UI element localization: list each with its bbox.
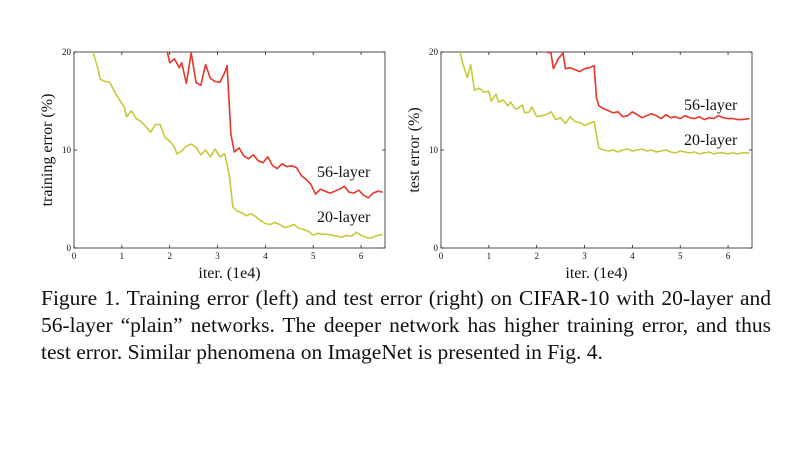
right-chart: 0 1 2 3 4 5 6 0 10 20 iter. (1e4) test error (%) 56-… xyxy=(406,47,753,282)
right-x-tick-label: 2 xyxy=(534,251,539,261)
right-series-56-layer-label: 56-layer xyxy=(684,97,738,114)
right-series-20-layer-line xyxy=(459,52,750,155)
left-series-20-layer-label: 20-layer xyxy=(317,209,371,226)
left-y-tick-label: 20 xyxy=(62,47,72,57)
left-series-56-layer-label: 56-layer xyxy=(317,164,371,181)
right-x-tick-label: 4 xyxy=(630,251,635,261)
right-y-tick-label: 10 xyxy=(429,145,439,155)
left-x-tick-label: 3 xyxy=(215,251,220,261)
left-y-tick-label: 0 xyxy=(67,243,72,253)
right-x-tick-label: 6 xyxy=(726,251,731,261)
left-chart: 0 1 2 3 4 5 6 0 10 20 iter. (1e4) training error (%… xyxy=(39,47,386,282)
right-x-tick-label: 1 xyxy=(487,251,492,261)
right-series-20-layer-label: 20-layer xyxy=(684,132,738,149)
right-y-tick-label: 20 xyxy=(429,47,439,57)
left-y-tick-label: 10 xyxy=(62,145,72,155)
left-series-56-layer-line xyxy=(166,52,383,199)
right-plot-frame xyxy=(440,51,753,249)
right-x-tick-label: 5 xyxy=(678,251,683,261)
right-x-tick-label: 0 xyxy=(439,251,444,261)
right-x-tick-label: 3 xyxy=(582,251,587,261)
left-x-tick-label: 5 xyxy=(311,251,316,261)
left-x-tick-label: 1 xyxy=(120,251,125,261)
left-x-tick-label: 4 xyxy=(263,251,268,261)
left-x-tick-label: 2 xyxy=(167,251,172,261)
figure-caption: Figure 1. Training error (left) and test… xyxy=(41,286,771,364)
left-x-tick-label: 0 xyxy=(72,251,77,261)
right-y-axis-label: test error (%) xyxy=(406,107,423,192)
left-x-tick-label: 6 xyxy=(359,251,364,261)
right-y-tick-label: 0 xyxy=(434,243,439,253)
right-x-axis-label: iter. (1e4) xyxy=(565,265,627,282)
left-series-20-layer-line xyxy=(92,52,383,239)
right-series-56-layer-line xyxy=(546,52,750,121)
left-x-axis-label: iter. (1e4) xyxy=(198,265,260,282)
left-y-axis-label: training error (%) xyxy=(39,94,56,207)
